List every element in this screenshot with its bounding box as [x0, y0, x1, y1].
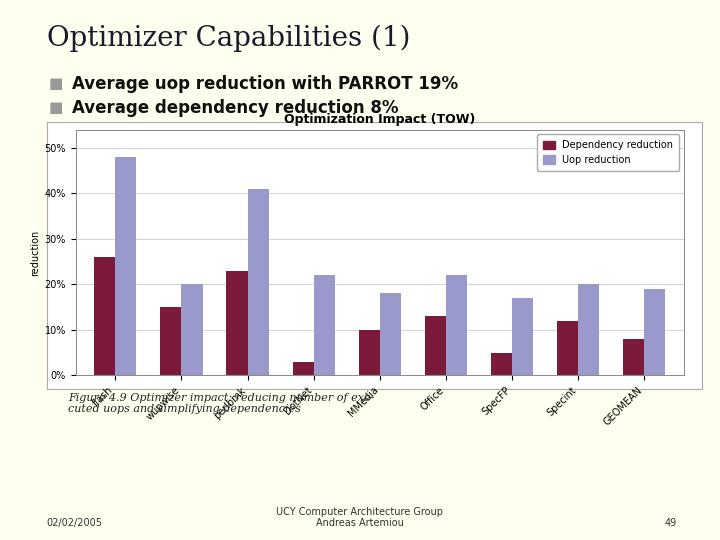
- Bar: [557, 321, 578, 375]
- Bar: [161, 307, 181, 375]
- Bar: [94, 257, 115, 375]
- Bar: [578, 284, 599, 375]
- Bar: [359, 330, 380, 375]
- Text: 02/02/2005: 02/02/2005: [47, 518, 103, 528]
- Text: Average uop reduction with PARROT 19%: Average uop reduction with PARROT 19%: [72, 75, 458, 92]
- Text: Average dependency reduction 8%: Average dependency reduction 8%: [72, 99, 398, 117]
- Bar: [425, 316, 446, 375]
- Y-axis label: reduction: reduction: [30, 230, 40, 275]
- Text: Figure 4.9 Optimizer impact: reducing number of exe-
cuted uops and simplifying : Figure 4.9 Optimizer impact: reducing nu…: [68, 393, 375, 414]
- Bar: [314, 275, 335, 375]
- Bar: [446, 275, 467, 375]
- Bar: [644, 289, 665, 375]
- Text: UCY Computer Architecture Group
Andreas Artemiou: UCY Computer Architecture Group Andreas …: [276, 507, 444, 528]
- Legend: Dependency reduction, Uop reduction: Dependency reduction, Uop reduction: [537, 134, 679, 171]
- Text: Optimizer Capabilities (1): Optimizer Capabilities (1): [47, 24, 410, 52]
- Bar: [115, 157, 137, 375]
- Bar: [292, 362, 314, 375]
- Bar: [226, 271, 248, 375]
- Bar: [181, 284, 202, 375]
- Bar: [512, 298, 534, 375]
- Bar: [380, 293, 401, 375]
- Title: Optimization Impact (TOW): Optimization Impact (TOW): [284, 113, 475, 126]
- Text: ■: ■: [49, 76, 63, 91]
- Bar: [248, 189, 269, 375]
- Bar: [491, 353, 512, 375]
- Text: ■: ■: [49, 100, 63, 115]
- Bar: [624, 339, 644, 375]
- Text: 49: 49: [665, 518, 677, 528]
